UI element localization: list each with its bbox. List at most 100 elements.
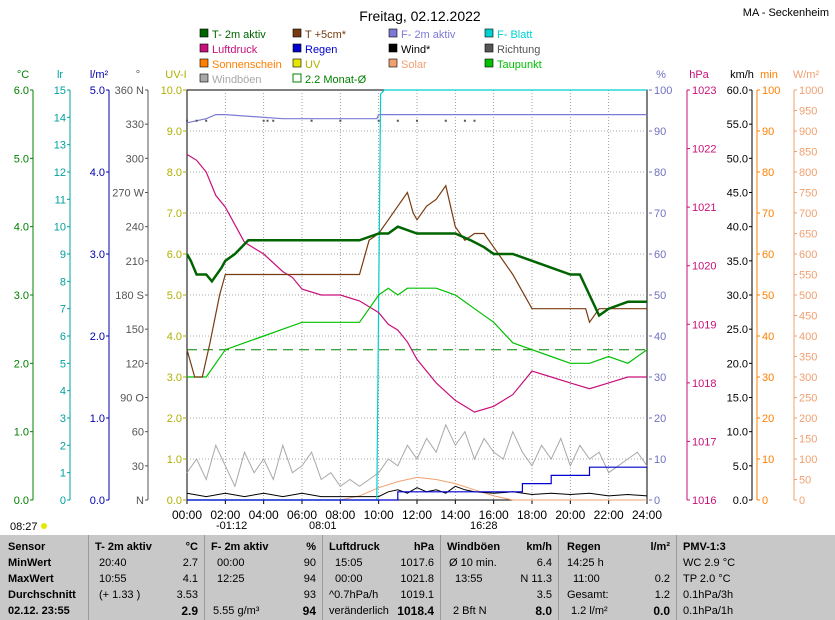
- y-tick-label: 300: [126, 153, 144, 165]
- y-tick-label: 60: [132, 427, 144, 439]
- legend-swatch: [292, 58, 302, 68]
- x-tick-label: 20:00: [555, 508, 585, 522]
- y-tick-label: 1016: [692, 495, 716, 507]
- y-tick-label: 80: [762, 167, 774, 179]
- axis-unit-label: %: [656, 69, 666, 81]
- legend-swatch: [199, 43, 209, 53]
- y-tick-label: 3.0: [14, 290, 29, 302]
- legend-swatch: [484, 43, 494, 53]
- y-tick-label: 450: [799, 311, 817, 323]
- legend-swatch: [199, 28, 209, 38]
- y-tick-label: 900: [799, 126, 817, 138]
- y-tick-label: 4.0: [14, 222, 29, 234]
- x-tick-label: 16:00: [479, 508, 509, 522]
- y-axis-temp: 0.0 1.0 2.0 3.0 4.0 5.0 6.0 °C: [14, 69, 34, 507]
- hum-absolute: 5.55 g/m³: [213, 605, 260, 617]
- y-tick-label: 60: [762, 249, 774, 261]
- rain-current-value: 0.0: [653, 604, 670, 618]
- richtung-point: [416, 119, 418, 122]
- gust-beaufort: 2 Bft N: [453, 605, 487, 617]
- rain-max-time: 11:00: [573, 573, 600, 585]
- y-tick-label: 8: [60, 276, 66, 288]
- y-tick-label: 360 N: [115, 85, 144, 97]
- legend-swatch: [484, 58, 494, 68]
- hum-avg-value: 93: [303, 589, 316, 601]
- axis-unit-label: km/h: [730, 69, 754, 81]
- y-tick-label: 20: [762, 413, 774, 425]
- rain-total-label: Gesamt:: [567, 589, 609, 601]
- stats-row-max: MaxWert: [8, 573, 54, 585]
- gust-avg10-value: 6.4: [536, 557, 552, 569]
- axis-unit-label: l/m²: [90, 69, 109, 81]
- station-label: MA - Seckenheim: [743, 7, 829, 19]
- y-tick-label: 120: [126, 358, 144, 370]
- y-tick-label: 13: [54, 140, 66, 152]
- legend-label: Richtung: [497, 44, 540, 56]
- rain-max-value: 0.2: [654, 573, 670, 585]
- y-tick-label: 240: [126, 222, 144, 234]
- axis-unit-label: °: [136, 69, 140, 81]
- y-tick-label: 6.0: [167, 249, 182, 261]
- y-tick-label: 400: [799, 331, 817, 343]
- press-min-time: 15:05: [335, 557, 363, 569]
- series-regen: [187, 466, 647, 501]
- y-axis-rain: 0.0 1.0 2.0 3.0 4.0 5.0 l/m²: [90, 69, 110, 507]
- y-tick-label: 10: [762, 454, 774, 466]
- y-tick-label: 45.0: [727, 188, 748, 200]
- y-tick-label: 0: [60, 495, 66, 507]
- y-tick-label: 300: [799, 372, 817, 384]
- legend-label: F- Blatt: [497, 29, 532, 41]
- temp-max-time: 10:55: [99, 573, 127, 585]
- richtung-point: [473, 119, 476, 122]
- temp-current-value: 2.9: [181, 604, 198, 618]
- stats-row-current: 02.12. 23:55: [8, 605, 70, 617]
- y-tick-label: 0.0: [14, 495, 29, 507]
- axes: 00:00 02:00 04:00 06:00 08:00 10:00 12:00 14:00…: [14, 69, 824, 522]
- y-tick-label: 10.0: [161, 85, 182, 97]
- y-axis-dir: N 30 60 90 O 120 150 180 S 210 240 270 W 300 330 360…: [112, 69, 149, 507]
- temp-avg-diff: (+ 1.33 ): [99, 589, 141, 601]
- series-windb-en: [186, 423, 648, 488]
- y-tick-label: 35.0: [727, 256, 748, 268]
- y-tick-label: 1018: [692, 378, 716, 390]
- y-tick-label: 3.0: [90, 249, 105, 261]
- y-tick-label: 200: [799, 413, 817, 425]
- y-tick-label: 10: [54, 222, 66, 234]
- stats-sensor-header: Sensor: [8, 541, 46, 553]
- stats-col-rain: Regen l/m² 14:25 h 11:00 0.2 Gesamt: 1.2…: [559, 535, 677, 620]
- press-unit: hPa: [413, 541, 434, 553]
- axis-unit-label: °C: [17, 69, 29, 81]
- temp-min-value: 2.7: [182, 557, 198, 569]
- statistics-table: Sensor MinWert MaxWert Durchschnitt 02.1…: [0, 535, 835, 620]
- series-richtung: [186, 119, 476, 122]
- y-tick-label: 20: [654, 413, 666, 425]
- temp-min-time: 20:40: [99, 557, 127, 569]
- temp-avg-value: 3.53: [176, 589, 198, 601]
- y-tick-label: 25.0: [727, 324, 748, 336]
- legend-swatch: [199, 73, 209, 83]
- legend: T- 2m aktiv T +5cm* F- 2m aktiv F- Blatt Luf…: [199, 28, 542, 86]
- axis-unit-label: UV-I: [165, 69, 186, 81]
- y-tick-label: 30.0: [727, 290, 748, 302]
- y-tick-label: N: [136, 495, 144, 507]
- y-tick-label: 50: [799, 475, 811, 487]
- y-tick-label: 150: [799, 434, 817, 446]
- y-tick-label: 50: [762, 290, 774, 302]
- stats-row-min: MinWert: [8, 557, 52, 569]
- axis-unit-label: lr: [57, 69, 63, 81]
- x-tick-label: 22:00: [594, 508, 624, 522]
- press-tendency: veränderlich: [329, 605, 389, 617]
- y-tick-label: 2: [60, 440, 66, 452]
- y-tick-label: 60: [654, 249, 666, 261]
- y-tick-label: 2.0: [14, 358, 29, 370]
- y-tick-label: 0: [799, 495, 805, 507]
- y-tick-label: 1017: [692, 436, 716, 448]
- y-tick-label: 500: [799, 290, 817, 302]
- legend-label: Regen: [305, 44, 337, 56]
- pmv-dewpoint: TP 2.0 °C: [683, 573, 731, 585]
- richtung-point: [262, 119, 265, 122]
- hum-min-time: 00:00: [217, 557, 245, 569]
- y-tick-label: 2.0: [90, 331, 105, 343]
- y-tick-label: 15: [54, 85, 66, 97]
- pmv-windchill: WC 2.9 °C: [683, 557, 736, 569]
